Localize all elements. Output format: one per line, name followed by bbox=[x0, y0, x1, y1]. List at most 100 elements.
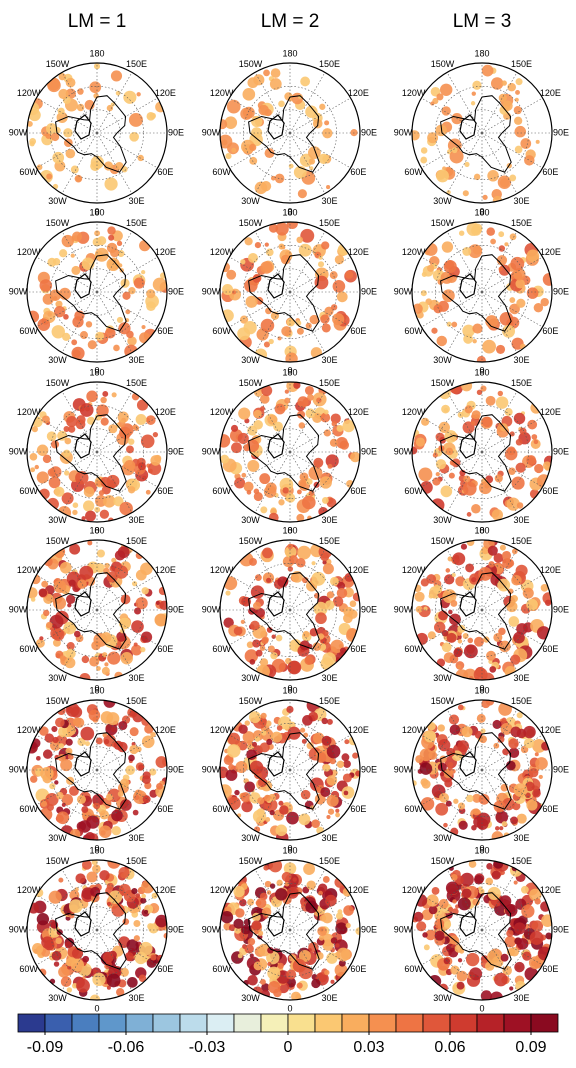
anomaly-patch bbox=[230, 424, 239, 432]
anomaly-patch bbox=[238, 407, 251, 420]
anomaly-patch bbox=[495, 344, 506, 354]
anomaly-patch bbox=[441, 642, 452, 653]
anomaly-patch bbox=[502, 748, 510, 756]
column-title: LM = 2 bbox=[261, 11, 320, 32]
longitude-label: 150E bbox=[319, 856, 340, 866]
longitude-label: 180 bbox=[282, 48, 297, 58]
anomaly-patch bbox=[507, 588, 514, 595]
anomaly-patch bbox=[99, 870, 110, 881]
anomaly-patch bbox=[64, 941, 72, 949]
anomaly-patch bbox=[266, 627, 273, 633]
anomaly-patch bbox=[89, 656, 100, 667]
anomaly-patch bbox=[47, 78, 61, 93]
map-border bbox=[26, 539, 168, 681]
anomaly-patch bbox=[320, 314, 330, 324]
anomaly-patch bbox=[254, 736, 261, 742]
anomaly-patch bbox=[237, 432, 249, 445]
anomaly-patch bbox=[523, 725, 536, 739]
anomaly-patch bbox=[312, 732, 325, 744]
anomaly-patch bbox=[103, 495, 116, 508]
anomaly-patch bbox=[233, 885, 245, 898]
anomaly-patch bbox=[525, 781, 535, 792]
anomaly-patch bbox=[297, 396, 309, 408]
anomaly-patch bbox=[321, 497, 329, 504]
anomaly-patch bbox=[136, 399, 149, 411]
anomaly-patch bbox=[244, 781, 256, 793]
anomaly-patch bbox=[274, 173, 285, 184]
anomaly-patch bbox=[313, 601, 328, 616]
anomaly-patch bbox=[471, 91, 476, 96]
anomaly-patch bbox=[60, 758, 73, 772]
longitude-label: 150E bbox=[126, 856, 147, 866]
anomaly-patch bbox=[457, 802, 466, 810]
anomaly-patch bbox=[59, 561, 72, 574]
anomaly-patch bbox=[263, 69, 270, 77]
longitude-label: 60E bbox=[157, 804, 173, 814]
anomaly-patch bbox=[106, 571, 118, 583]
longitude-label: 60W bbox=[19, 486, 38, 496]
longitude-label: 90E bbox=[168, 127, 184, 137]
anomaly-patch bbox=[253, 419, 263, 430]
anomaly-patch bbox=[223, 755, 234, 766]
longitude-label: 150W bbox=[431, 856, 455, 866]
anomaly-patch bbox=[419, 748, 433, 762]
meridian bbox=[254, 451, 291, 513]
anomaly-patch bbox=[284, 545, 297, 558]
anomaly-patch bbox=[460, 382, 473, 392]
anomaly-patch bbox=[263, 341, 270, 348]
meridian bbox=[96, 894, 158, 931]
meridian bbox=[421, 132, 483, 169]
anomaly-patch bbox=[448, 714, 460, 725]
longitude-label: 30E bbox=[321, 993, 337, 1003]
anomaly-patch bbox=[39, 636, 44, 641]
polar-map bbox=[220, 700, 360, 840]
anomaly-patch bbox=[511, 575, 522, 586]
longitude-label: 90E bbox=[168, 446, 184, 456]
anomaly-patch bbox=[95, 737, 103, 745]
anomaly-patch bbox=[420, 147, 428, 154]
meridian bbox=[481, 609, 543, 646]
anomaly-patch bbox=[327, 463, 333, 469]
anomaly-patch bbox=[498, 627, 506, 636]
anomaly-patch bbox=[69, 543, 81, 555]
anomaly-patch bbox=[141, 587, 149, 595]
anomaly-patch bbox=[451, 572, 456, 578]
anomaly-patch bbox=[257, 943, 271, 957]
meridian bbox=[481, 929, 543, 966]
anomaly-patch bbox=[277, 576, 289, 588]
anomaly-patch bbox=[535, 139, 540, 144]
meridian bbox=[36, 929, 98, 966]
longitude-label: 90W bbox=[9, 764, 28, 774]
meridian bbox=[481, 769, 518, 831]
coastline bbox=[55, 892, 127, 970]
anomaly-patch bbox=[423, 730, 437, 743]
longitude-label: 30W bbox=[241, 833, 260, 843]
anomaly-patch bbox=[457, 664, 462, 670]
anomaly-patch bbox=[301, 738, 307, 744]
anomaly-patch bbox=[456, 970, 468, 982]
anomaly-patch bbox=[88, 709, 101, 722]
anomaly-patch bbox=[29, 453, 38, 461]
anomaly-patch bbox=[474, 636, 484, 647]
anomaly-patch bbox=[506, 760, 516, 771]
anomaly-patch bbox=[49, 783, 56, 790]
anomaly-patch bbox=[58, 73, 66, 81]
anomaly-patch bbox=[118, 867, 130, 879]
longitude-label: 180 bbox=[474, 525, 489, 535]
anomaly-patch bbox=[302, 630, 310, 638]
greenland bbox=[267, 273, 285, 299]
polar-map bbox=[223, 543, 360, 679]
latitude-circle bbox=[458, 428, 506, 476]
anomaly-patch bbox=[544, 599, 552, 606]
anomaly-patch bbox=[433, 304, 443, 314]
meridian bbox=[254, 291, 291, 353]
anomaly-patch bbox=[36, 444, 49, 456]
anomaly-patch bbox=[90, 886, 101, 897]
anomaly-patch bbox=[55, 300, 63, 308]
anomaly-patch bbox=[286, 969, 297, 980]
greenland bbox=[267, 911, 285, 937]
meridian bbox=[421, 769, 483, 806]
anomaly-patch bbox=[336, 425, 344, 432]
anomaly-patch bbox=[110, 726, 117, 733]
longitude-label: 0 bbox=[479, 1003, 484, 1013]
